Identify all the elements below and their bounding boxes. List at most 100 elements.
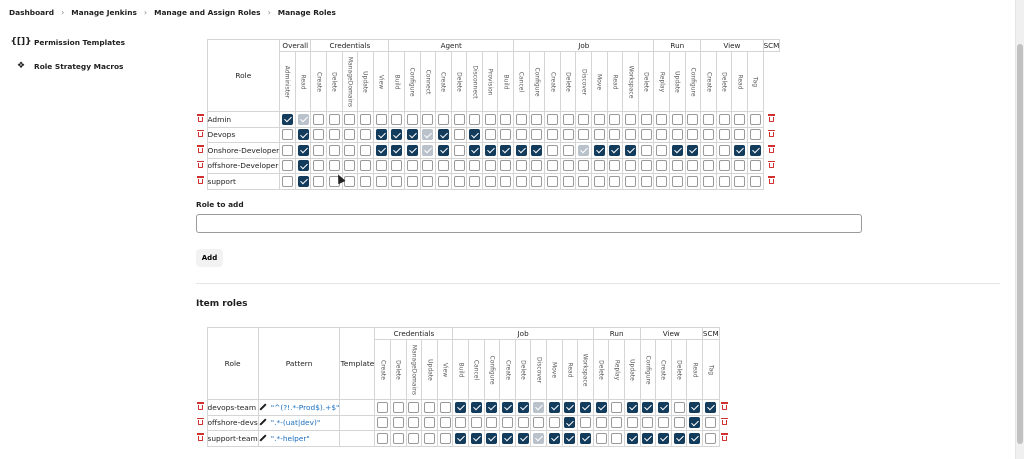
permission-checkbox[interactable] (609, 113, 621, 125)
permission-checkbox[interactable] (562, 160, 574, 172)
permission-checkbox[interactable] (500, 113, 512, 125)
permission-checkbox[interactable] (718, 129, 730, 141)
sidebar-item-permission-templates[interactable]: {[]} Permission Templates (10, 30, 184, 54)
permission-checkbox[interactable] (484, 129, 496, 141)
permission-checkbox[interactable] (625, 129, 637, 141)
trash-icon[interactable] (768, 114, 776, 122)
permission-checkbox[interactable] (297, 129, 309, 141)
permission-checkbox[interactable] (611, 432, 623, 444)
permission-checkbox[interactable] (406, 160, 418, 172)
permission-checkbox[interactable] (718, 160, 730, 172)
permission-checkbox[interactable] (328, 113, 340, 125)
permission-checkbox[interactable] (533, 432, 545, 444)
permission-checkbox[interactable] (671, 129, 683, 141)
permission-checkbox[interactable] (548, 417, 560, 429)
trash-icon[interactable] (197, 176, 205, 184)
permission-checkbox[interactable] (424, 432, 436, 444)
permission-checkbox[interactable] (749, 113, 761, 125)
permission-checkbox[interactable] (281, 144, 293, 156)
permission-checkbox[interactable] (626, 401, 638, 413)
permission-checkbox[interactable] (734, 129, 746, 141)
permission-checkbox[interactable] (344, 160, 356, 172)
permission-checkbox[interactable] (705, 417, 717, 429)
permission-checkbox[interactable] (671, 144, 683, 156)
permission-checkbox[interactable] (578, 175, 590, 187)
trash-icon[interactable] (720, 402, 728, 410)
permission-checkbox[interactable] (375, 144, 387, 156)
permission-checkbox[interactable] (391, 160, 403, 172)
permission-checkbox[interactable] (657, 401, 669, 413)
permission-checkbox[interactable] (500, 129, 512, 141)
permission-checkbox[interactable] (344, 129, 356, 141)
permission-checkbox[interactable] (297, 144, 309, 156)
permission-checkbox[interactable] (734, 160, 746, 172)
permission-checkbox[interactable] (579, 432, 591, 444)
permission-checkbox[interactable] (408, 401, 420, 413)
permission-checkbox[interactable] (453, 144, 465, 156)
permission-checkbox[interactable] (517, 432, 529, 444)
permission-checkbox[interactable] (437, 113, 449, 125)
permission-checkbox[interactable] (470, 401, 482, 413)
permission-checkbox[interactable] (609, 160, 621, 172)
permission-checkbox[interactable] (640, 129, 652, 141)
permission-checkbox[interactable] (673, 401, 685, 413)
permission-checkbox[interactable] (281, 129, 293, 141)
permission-checkbox[interactable] (377, 417, 389, 429)
permission-checkbox[interactable] (749, 129, 761, 141)
permission-checkbox[interactable] (625, 160, 637, 172)
permission-checkbox[interactable] (718, 113, 730, 125)
permission-checkbox[interactable] (422, 160, 434, 172)
permission-checkbox[interactable] (391, 129, 403, 141)
permission-checkbox[interactable] (656, 113, 668, 125)
permission-checkbox[interactable] (531, 144, 543, 156)
permission-checkbox[interactable] (406, 144, 418, 156)
permission-checkbox[interactable] (547, 113, 559, 125)
permission-checkbox[interactable] (313, 129, 325, 141)
permission-checkbox[interactable] (687, 175, 699, 187)
permission-checkbox[interactable] (547, 129, 559, 141)
permission-checkbox[interactable] (484, 160, 496, 172)
permission-checkbox[interactable] (422, 129, 434, 141)
permission-checkbox[interactable] (313, 175, 325, 187)
permission-checkbox[interactable] (593, 160, 605, 172)
permission-checkbox[interactable] (656, 129, 668, 141)
permission-checkbox[interactable] (548, 432, 560, 444)
permission-checkbox[interactable] (453, 175, 465, 187)
permission-checkbox[interactable] (313, 144, 325, 156)
permission-checkbox[interactable] (562, 144, 574, 156)
permission-checkbox[interactable] (705, 432, 717, 444)
trash-icon[interactable] (197, 145, 205, 153)
permission-checkbox[interactable] (533, 417, 545, 429)
permission-checkbox[interactable] (453, 129, 465, 141)
permission-checkbox[interactable] (531, 113, 543, 125)
permission-checkbox[interactable] (593, 175, 605, 187)
permission-checkbox[interactable] (391, 175, 403, 187)
permission-checkbox[interactable] (640, 175, 652, 187)
permission-checkbox[interactable] (517, 417, 529, 429)
permission-checkbox[interactable] (392, 417, 404, 429)
permission-checkbox[interactable] (297, 113, 309, 125)
permission-checkbox[interactable] (579, 417, 591, 429)
permission-checkbox[interactable] (469, 129, 481, 141)
role-to-add-input[interactable] (196, 214, 862, 233)
permission-checkbox[interactable] (593, 129, 605, 141)
permission-checkbox[interactable] (437, 175, 449, 187)
permission-checkbox[interactable] (609, 175, 621, 187)
permission-checkbox[interactable] (547, 175, 559, 187)
permission-checkbox[interactable] (486, 401, 498, 413)
permission-checkbox[interactable] (671, 175, 683, 187)
permission-checkbox[interactable] (486, 432, 498, 444)
permission-checkbox[interactable] (359, 175, 371, 187)
permission-checkbox[interactable] (344, 144, 356, 156)
pencil-icon[interactable] (259, 434, 267, 442)
permission-checkbox[interactable] (500, 144, 512, 156)
permission-checkbox[interactable] (578, 113, 590, 125)
permission-checkbox[interactable] (297, 175, 309, 187)
trash-icon[interactable] (197, 114, 205, 122)
permission-checkbox[interactable] (455, 432, 467, 444)
permission-checkbox[interactable] (392, 401, 404, 413)
permission-checkbox[interactable] (564, 401, 576, 413)
permission-checkbox[interactable] (609, 144, 621, 156)
permission-checkbox[interactable] (626, 417, 638, 429)
permission-checkbox[interactable] (515, 144, 527, 156)
